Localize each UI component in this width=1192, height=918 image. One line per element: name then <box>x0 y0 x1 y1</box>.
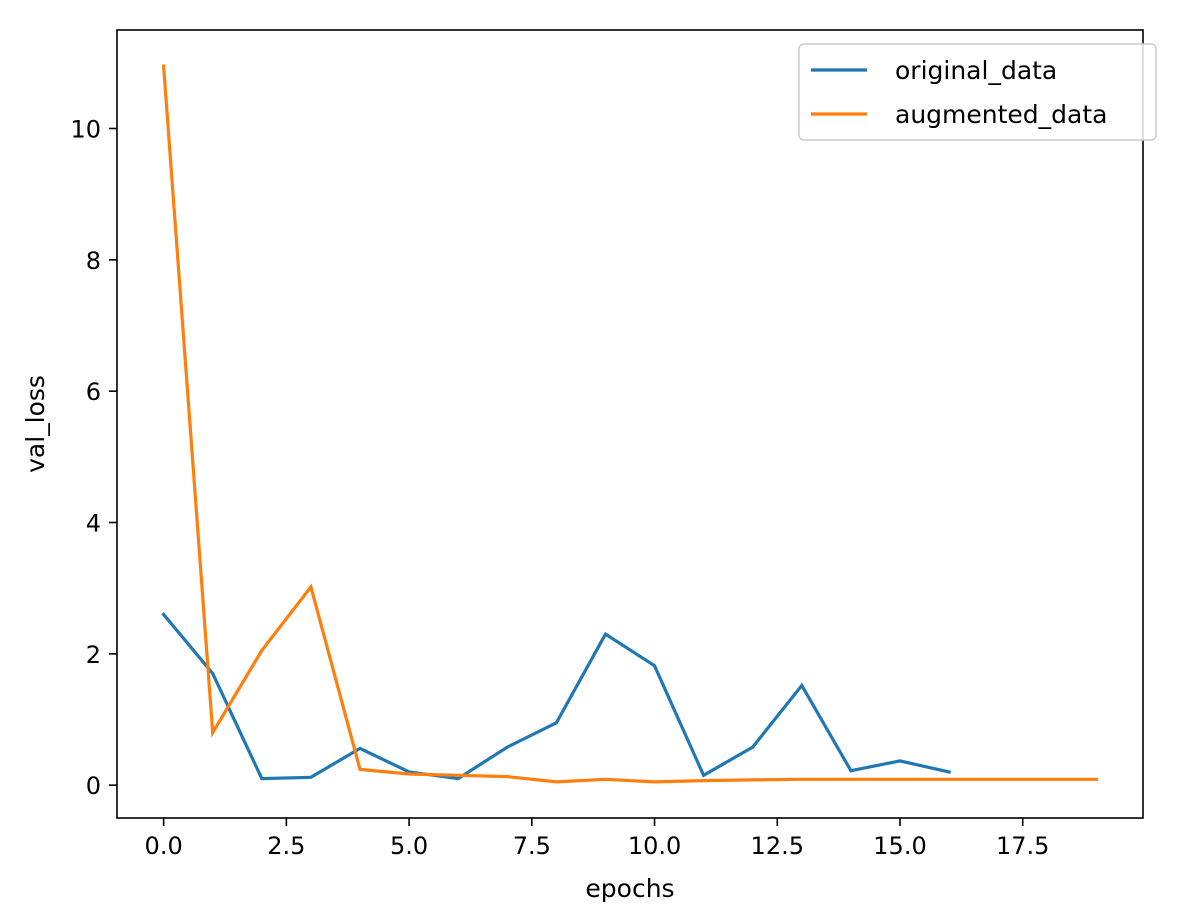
x-tick-label: 2.5 <box>267 832 305 860</box>
y-axis-ticks: 0 2 4 6 8 10 <box>70 116 117 800</box>
y-tick-label: 6 <box>86 378 101 406</box>
legend-label: original_data <box>895 56 1057 85</box>
y-axis-label: val_loss <box>21 375 50 473</box>
axes-frame <box>116 29 1144 819</box>
series-line-augmented-data <box>161 64 1099 784</box>
series-line-original-data <box>161 612 952 781</box>
x-axis-label: epochs <box>585 874 674 903</box>
x-tick-label: 15.0 <box>873 832 926 860</box>
legend-label: augmented_data <box>895 100 1107 129</box>
x-tick-label: 17.5 <box>996 832 1049 860</box>
y-tick-label: 8 <box>86 247 101 275</box>
x-tick-label: 10.0 <box>628 832 681 860</box>
series-layer <box>161 64 1099 784</box>
x-axis-ticks: 0.0 2.5 5.0 7.5 10.0 12.5 15.0 17.5 <box>145 818 1049 860</box>
x-tick-label: 7.5 <box>513 832 551 860</box>
y-tick-label: 2 <box>86 641 101 669</box>
legend: original_data augmented_data <box>798 43 1157 141</box>
x-tick-label: 5.0 <box>390 832 428 860</box>
x-tick-label: 0.0 <box>145 832 183 860</box>
y-tick-label: 4 <box>86 510 101 538</box>
legend-box <box>798 43 1157 141</box>
y-tick-label: 0 <box>86 772 101 800</box>
x-tick-label: 12.5 <box>751 832 804 860</box>
y-tick-label: 10 <box>70 116 101 144</box>
